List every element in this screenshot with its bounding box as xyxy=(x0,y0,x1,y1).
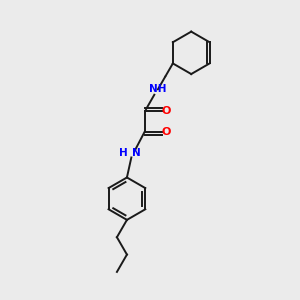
Text: NH: NH xyxy=(149,84,166,94)
Text: H: H xyxy=(119,148,128,158)
Text: N: N xyxy=(132,148,141,158)
Text: O: O xyxy=(161,127,170,137)
Text: O: O xyxy=(161,106,170,116)
